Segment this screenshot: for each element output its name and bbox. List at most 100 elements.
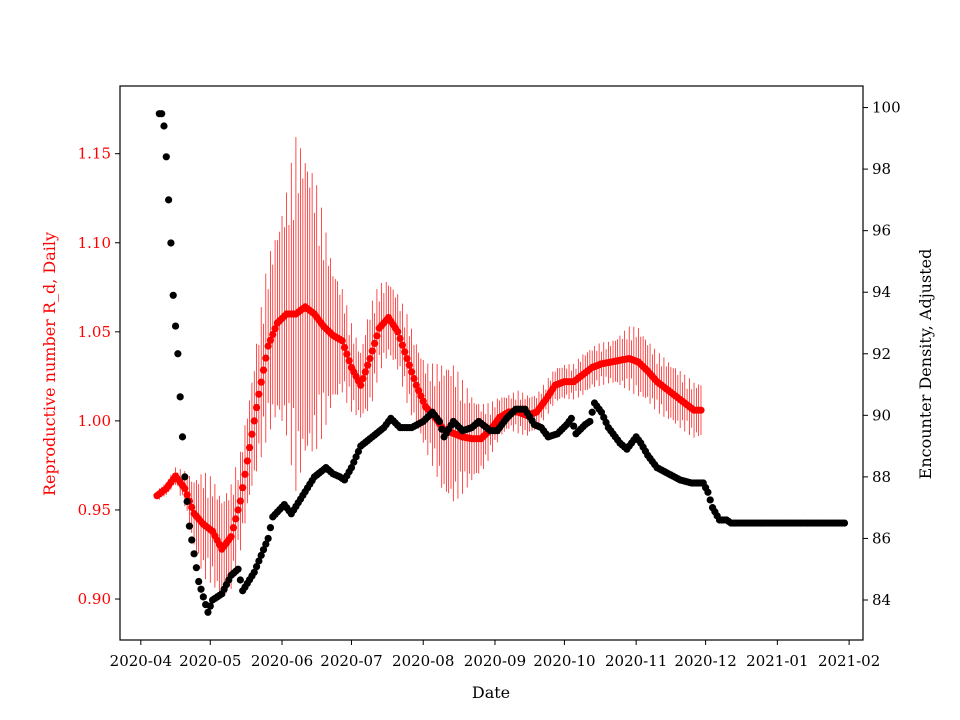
black-point (199, 593, 207, 601)
black-point (176, 393, 184, 401)
red-point (248, 430, 256, 438)
right-y-tick-label: 96 (872, 222, 891, 240)
left-y-axis-title: Reproductive number R_d, Daily (40, 232, 59, 496)
red-point (394, 328, 402, 336)
red-point (359, 374, 367, 383)
black-point (350, 458, 358, 466)
right-y-tick-label: 100 (872, 99, 901, 117)
black-point (192, 564, 200, 572)
black-point (171, 322, 180, 330)
right-y-axis-title: Encounter Density, Adjusted (916, 249, 935, 480)
red-point (236, 497, 244, 505)
red-point (340, 343, 349, 352)
x-tick-label: 2020-06 (251, 652, 313, 670)
red-point (264, 342, 272, 350)
left-y-axis-ticks: 0.90 0.95 1.00 1.05 1.10 1.15 (78, 145, 120, 608)
black-points (155, 110, 849, 616)
black-point (160, 122, 168, 130)
red-point (257, 378, 265, 386)
red-point (403, 354, 411, 363)
red-point (255, 390, 263, 398)
red-point (241, 470, 249, 478)
black-point (165, 196, 173, 204)
black-point (840, 519, 849, 527)
black-point (158, 110, 166, 118)
right-y-tick-label: 84 (872, 591, 891, 609)
red-point (243, 457, 251, 465)
x-axis-ticks: 2020-04 2020-05 2020-06 2020-07 2020-08 2020-… (110, 640, 880, 670)
red-point (373, 332, 381, 340)
right-y-tick-label: 90 (872, 406, 891, 424)
black-point (181, 473, 189, 481)
red-point (396, 334, 404, 343)
black-point (266, 524, 275, 532)
plot-frame (119, 85, 864, 641)
red-point (259, 366, 268, 374)
red-point (181, 484, 189, 493)
red-point (357, 381, 365, 389)
red-point (405, 361, 413, 369)
black-point (264, 534, 272, 543)
x-tick-label: 2020-11 (605, 652, 667, 670)
x-tick-label: 2020-08 (392, 652, 454, 670)
red-points (153, 303, 705, 553)
black-point (178, 433, 187, 441)
right-y-tick-label: 92 (872, 345, 891, 363)
black-point (185, 522, 194, 530)
black-point (195, 577, 203, 586)
red-point (271, 325, 279, 333)
red-point (183, 491, 191, 499)
x-tick-label: 2020-10 (533, 652, 595, 670)
x-tick-label: 2020-12 (674, 652, 736, 670)
left-y-tick-label: 1.10 (78, 234, 111, 252)
x-tick-label: 2021-02 (818, 652, 880, 670)
red-point (227, 533, 235, 541)
red-point (345, 357, 353, 365)
x-tick-label: 2020-09 (464, 652, 526, 670)
black-point (262, 540, 270, 548)
red-point (246, 444, 254, 452)
black-point (704, 488, 712, 496)
x-tick-label: 2020-04 (110, 652, 172, 670)
plot-marks (153, 110, 849, 616)
black-point (236, 576, 244, 584)
black-point (204, 608, 212, 616)
black-point (352, 453, 360, 461)
right-y-tick-label: 86 (872, 529, 891, 547)
black-point (167, 239, 175, 247)
black-point (206, 602, 214, 610)
black-point (567, 414, 575, 422)
x-tick-label: 2021-01 (746, 652, 808, 670)
red-point (234, 506, 242, 514)
red-point (229, 524, 238, 532)
black-point (435, 417, 444, 426)
red-point (410, 374, 418, 383)
black-point (252, 563, 261, 571)
left-y-tick-label: 1.00 (78, 412, 111, 430)
black-point (183, 497, 191, 506)
x-axis-title: Date (472, 683, 510, 702)
black-point (588, 408, 596, 416)
black-point (255, 557, 263, 565)
right-y-tick-label: 94 (872, 283, 891, 301)
black-point (188, 536, 196, 544)
red-point (361, 368, 369, 376)
black-point (570, 422, 578, 430)
red-point (262, 354, 270, 362)
red-point (343, 350, 351, 358)
black-point (586, 417, 594, 426)
right-y-axis-ticks: 84 86 88 90 92 94 96 98 100 (863, 99, 901, 609)
black-point (162, 153, 170, 161)
red-point (250, 417, 258, 425)
left-y-tick-label: 1.05 (78, 323, 111, 341)
black-point (169, 291, 177, 299)
black-point (190, 550, 198, 558)
red-point (252, 403, 261, 412)
black-point (257, 551, 265, 559)
red-point (401, 348, 409, 356)
x-tick-label: 2020-07 (320, 652, 382, 670)
red-point (697, 406, 705, 414)
red-point (338, 337, 346, 345)
left-y-tick-label: 0.90 (78, 590, 111, 608)
